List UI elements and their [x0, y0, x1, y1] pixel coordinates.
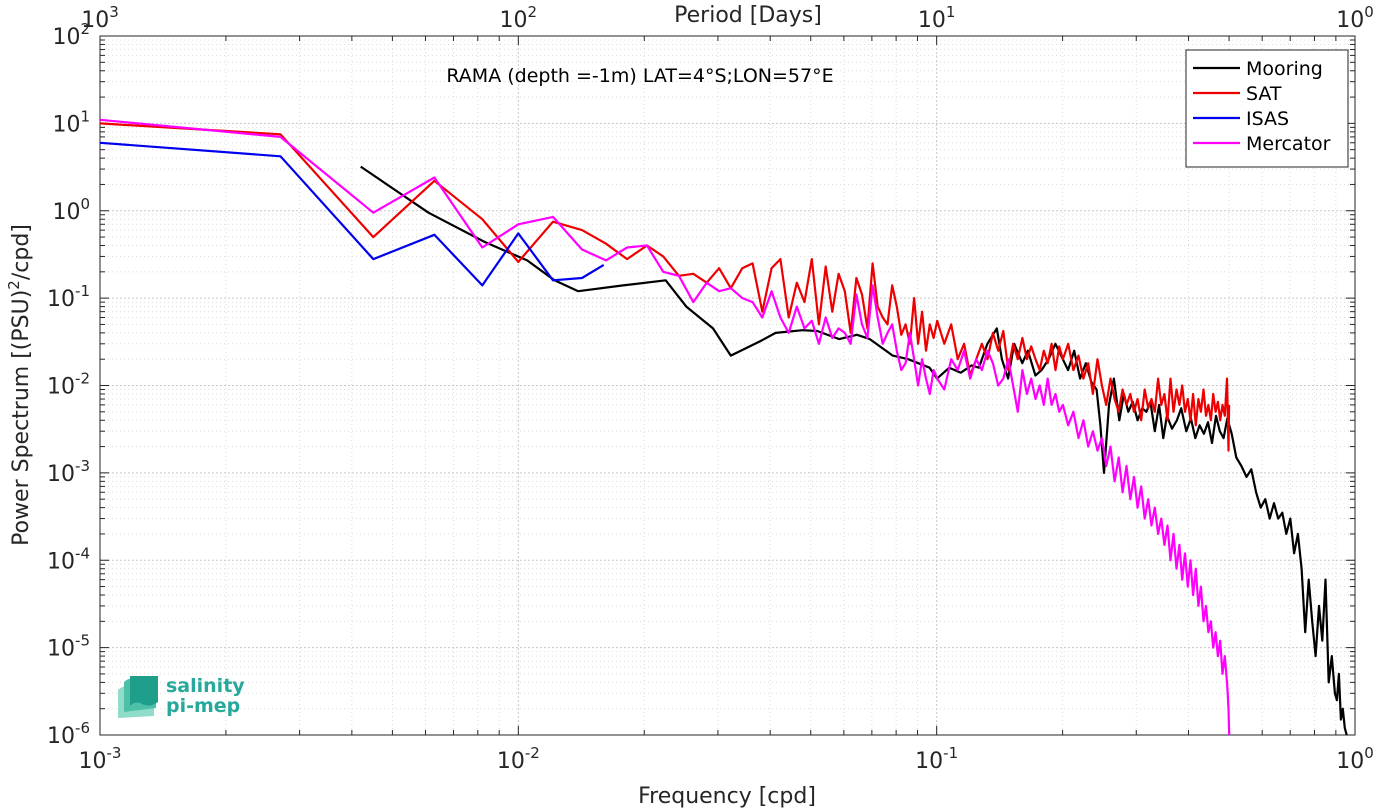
axis-ticks [99, 35, 1356, 736]
top-tick-base: 10 [918, 8, 946, 33]
y-tick-label: 10-2 [47, 370, 90, 400]
y-tick-base: 10 [47, 375, 75, 400]
y-tick-exponent: -1 [75, 282, 90, 300]
salinity-pi-mep-logo: salinity pi-mep [118, 675, 245, 718]
top-tick-exponent: 2 [528, 3, 538, 21]
top-tick-label: 103 [81, 3, 119, 33]
top-tick-label: 100 [1336, 3, 1374, 33]
y-tick-exponent: 0 [80, 195, 90, 213]
y-tick-exponent: -4 [75, 544, 90, 562]
x-tick-base: 10 [1336, 749, 1364, 774]
x-tick-exponent: -3 [107, 744, 122, 762]
top-tick-base: 10 [81, 8, 109, 33]
y-tick-label: 10-3 [47, 457, 90, 487]
y-tick-base: 10 [47, 287, 75, 312]
legend-box [1185, 49, 1349, 168]
top-tick-exponent: 1 [946, 3, 956, 21]
y-tick-base: 10 [47, 637, 75, 662]
y-tick-base: 10 [47, 549, 75, 574]
y-tick-label: 10-4 [47, 544, 90, 574]
top-tick-labels: 103 102 101 100 [81, 3, 1374, 33]
y-axis-title-unit: /cpd] [9, 224, 34, 280]
y-tick-label: 102 [52, 20, 90, 50]
y-tick-label: 10-6 [47, 719, 90, 749]
x-tick-labels: 10-3 10-2 10-1 100 [79, 744, 1374, 774]
logo-line1: salinity [166, 675, 245, 697]
y-tick-label: 10-1 [47, 282, 90, 312]
logo-line2: pi-mep [166, 695, 240, 717]
x-tick-label: 10-2 [497, 744, 540, 774]
y-axis-title: Power Spectrum [(PSU)2/cpd] [5, 224, 34, 546]
y-tick-exponent: -3 [75, 457, 90, 475]
series-line-sat [100, 122, 1231, 452]
x-tick-base: 10 [79, 749, 107, 774]
legend-label-mercator: Mercator [1246, 133, 1331, 155]
y-tick-exponent: -2 [75, 370, 90, 388]
y-axis-title-exponent: 2 [5, 280, 23, 290]
y-tick-label: 101 [52, 107, 90, 137]
top-tick-base: 10 [500, 8, 528, 33]
y-tick-exponent: -6 [75, 719, 90, 737]
legend-label-mooring: Mooring [1246, 58, 1323, 80]
y-tick-label: 10-5 [47, 632, 90, 662]
legend-label-sat: SAT [1246, 83, 1282, 105]
legend-label-isas: ISAS [1246, 108, 1289, 130]
y-axis-title-main: Power Spectrum [(PSU) [9, 290, 34, 546]
x-axis-title: Frequency [cpd] [638, 784, 816, 809]
x-tick-base: 10 [915, 749, 943, 774]
top-axis-title: Period [Days] [674, 3, 822, 28]
top-tick-label: 101 [918, 3, 956, 33]
x-tick-label: 10-3 [79, 744, 122, 774]
legend: Mooring SAT ISAS Mercator [1185, 49, 1349, 168]
top-tick-label: 102 [500, 3, 538, 33]
x-tick-exponent: -1 [943, 744, 958, 762]
top-tick-exponent: 0 [1364, 3, 1374, 21]
x-tick-base: 10 [497, 749, 525, 774]
y-tick-exponent: -5 [75, 632, 90, 650]
y-tick-base: 10 [52, 25, 80, 50]
logo-wave-icon [118, 676, 158, 718]
series-layer [100, 118, 1348, 735]
series-line-mercator [100, 118, 1231, 735]
y-tick-base: 10 [52, 112, 80, 137]
y-tick-exponent: 1 [80, 107, 90, 125]
x-tick-label: 10-1 [915, 744, 958, 774]
y-tick-exponent: 2 [80, 20, 90, 38]
x-tick-exponent: -2 [525, 744, 540, 762]
top-tick-base: 10 [1336, 8, 1364, 33]
y-tick-base: 10 [52, 200, 80, 225]
x-tick-exponent: 0 [1364, 744, 1374, 762]
chart-annotation: RAMA (depth =-1m) LAT=4°S;LON=57°E [446, 65, 833, 87]
x-tick-label: 100 [1336, 744, 1374, 774]
y-tick-base: 10 [47, 724, 75, 749]
series-line-isas [100, 141, 605, 287]
y-tick-label: 100 [52, 195, 90, 225]
top-tick-exponent: 3 [109, 3, 119, 21]
y-tick-base: 10 [47, 462, 75, 487]
